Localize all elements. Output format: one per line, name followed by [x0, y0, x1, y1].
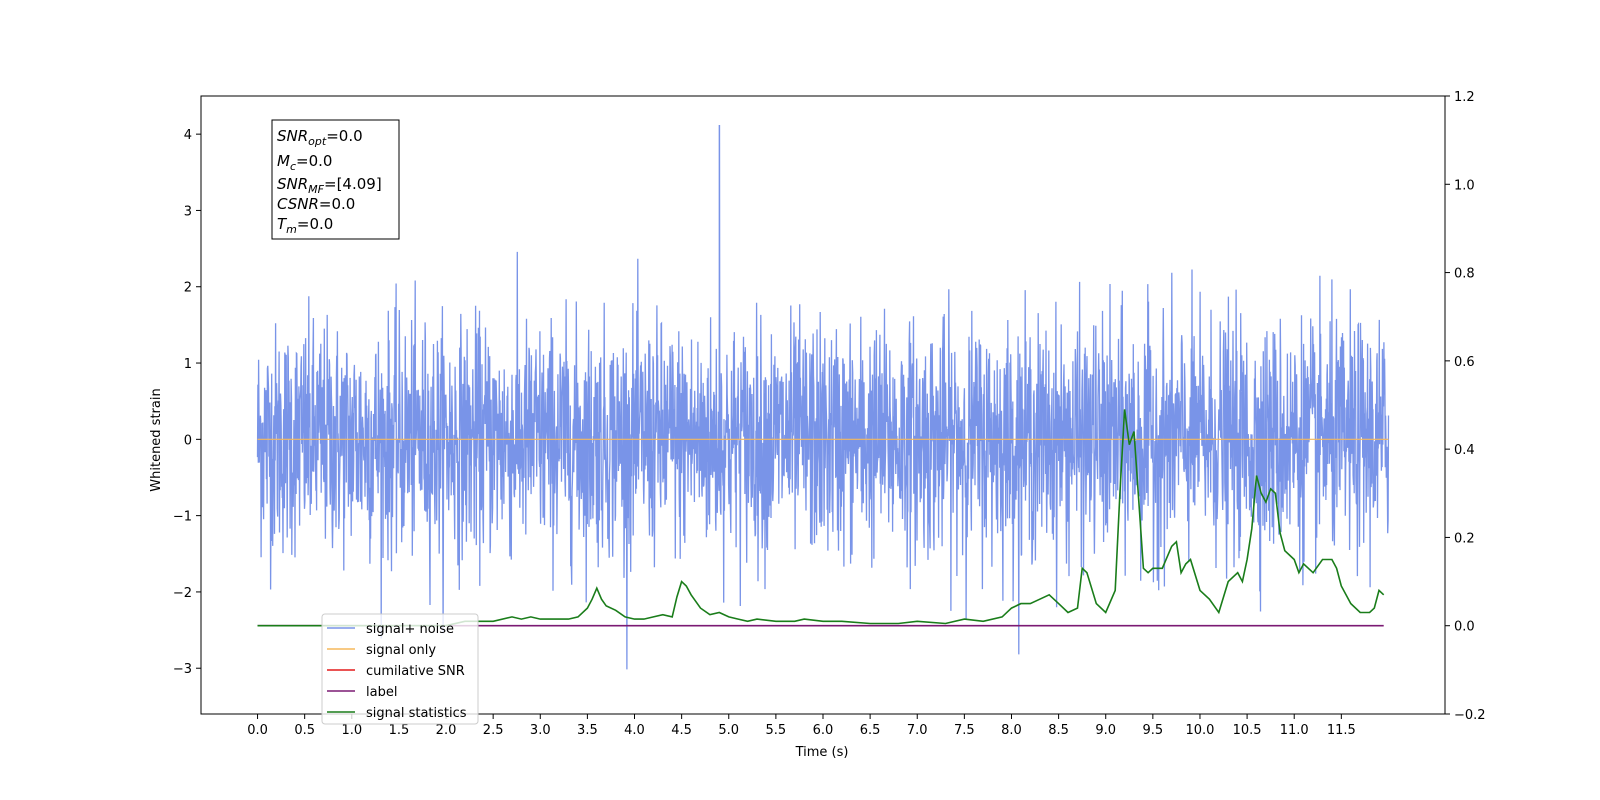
signal-noise-series	[256, 124, 1390, 670]
legend-entry-label: label	[366, 685, 397, 700]
legend-entry-label: signal only	[366, 643, 436, 658]
y2-tick-label: 1.2	[1454, 90, 1475, 105]
x-tick-label: 1.0	[341, 723, 362, 738]
y-tick-label: 3	[184, 204, 192, 219]
x-tick-label: 0.0	[247, 723, 268, 738]
y2-tick-label: 0.4	[1454, 443, 1475, 458]
x-tick-label: 2.0	[436, 723, 457, 738]
info-csnr: CSNR=0.0	[277, 195, 355, 213]
series-line-4	[257, 409, 1385, 627]
y-tick-label: 1	[184, 357, 192, 372]
tick-labels: 0.0 0.5 1.0 1.5 2.0 2.5 3.0 3.5 4.0 4.5 5.0 5.5 6.0 6…	[173, 90, 1486, 738]
x-tick-label: 1.5	[389, 723, 410, 738]
y-axis-label: Whitened strain	[149, 388, 164, 491]
info-snr-opt: SNRopt=0.0	[277, 127, 363, 148]
x-tick-label: 11.0	[1280, 723, 1309, 738]
x-tick-label: 5.5	[766, 723, 787, 738]
x-tick-label: 9.5	[1143, 723, 1164, 738]
x-tick-label: 6.0	[813, 723, 834, 738]
y-tick-label: −3	[173, 662, 192, 677]
info-mc: Mc=0.0	[277, 152, 332, 173]
x-tick-label: 6.5	[860, 723, 881, 738]
x-tick-label: 0.5	[294, 723, 315, 738]
y-tick-label: 4	[184, 128, 192, 143]
y-tick-label: −2	[173, 586, 192, 601]
x-tick-label: 8.5	[1048, 723, 1069, 738]
x-axis-label: Time (s)	[795, 745, 849, 760]
y2-tick-label: 0.0	[1454, 620, 1475, 635]
legend-entry-label: cumilative SNR	[366, 664, 465, 679]
x-tick-label: 4.5	[671, 723, 692, 738]
info-snr-mf: SNRMF=[4.09]	[277, 175, 382, 196]
y-tick-label: 2	[184, 281, 192, 296]
legend: signal+ noise signal only cumilative SNR la…	[321, 613, 479, 725]
legend-entry-label: signal statistics	[366, 706, 467, 721]
axes	[196, 95, 1450, 719]
x-tick-label: 7.5	[954, 723, 975, 738]
y2-tick-label: 0.6	[1454, 355, 1475, 370]
x-tick-label: 7.0	[907, 723, 928, 738]
y2-tick-label: 0.2	[1454, 531, 1475, 546]
x-tick-label: 4.0	[624, 723, 645, 738]
info-box: SNRopt=0.0 Mc=0.0 SNRMF=[4.09] CSNR=0.0 …	[271, 119, 400, 240]
y2-tick-label: 1.0	[1454, 178, 1475, 193]
x-tick-label: 8.0	[1001, 723, 1022, 738]
x-tick-label: 2.5	[483, 723, 504, 738]
x-tick-label: 11.5	[1327, 723, 1356, 738]
y2-tick-label: 0.8	[1454, 267, 1475, 282]
series-signal-noise-line	[256, 124, 1390, 670]
y-tick-label: 0	[184, 433, 192, 448]
x-tick-label: 9.0	[1095, 723, 1116, 738]
x-tick-label: 3.5	[577, 723, 598, 738]
y-tick-label: −1	[173, 510, 192, 525]
x-tick-label: 5.0	[718, 723, 739, 738]
x-tick-label: 10.0	[1185, 723, 1214, 738]
info-tm: Tm=0.0	[277, 215, 333, 236]
x-tick-label: 10.5	[1233, 723, 1262, 738]
legend-entry-label: signal+ noise	[366, 622, 454, 637]
y2-tick-label: −0.2	[1454, 708, 1486, 723]
x-tick-label: 3.0	[530, 723, 551, 738]
